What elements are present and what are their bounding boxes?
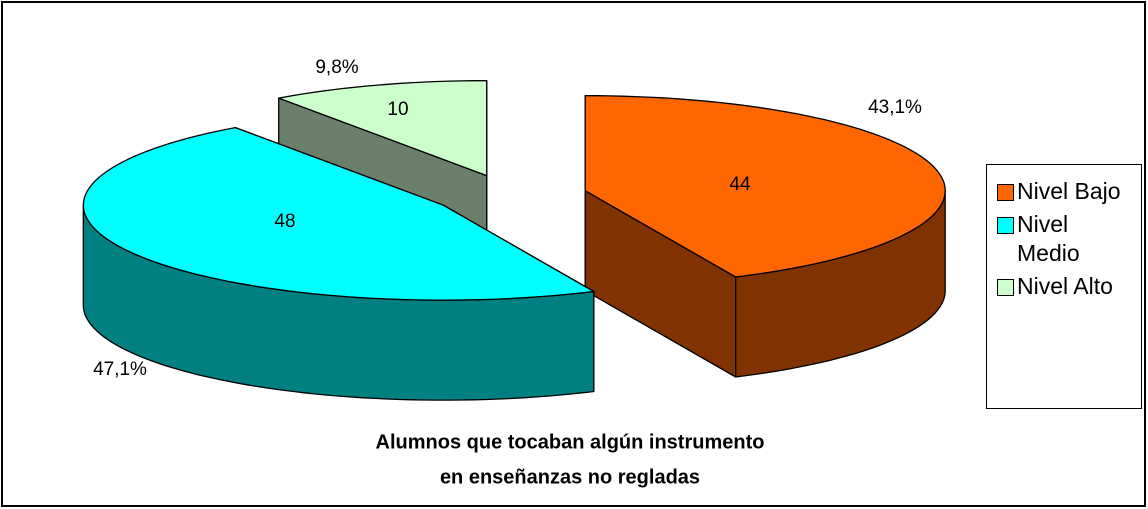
legend-label: Nivel Alto xyxy=(1017,273,1113,299)
percent-label: 43,1% xyxy=(868,97,922,118)
legend-item: Nivel Alto xyxy=(997,272,1141,301)
data-label: 48 xyxy=(274,211,295,232)
percent-label: 47,1% xyxy=(93,359,147,380)
pie xyxy=(82,79,946,401)
legend: Nivel Bajo Nivel Medio Nivel Alto xyxy=(986,164,1142,409)
slice-top xyxy=(82,126,595,301)
slice-top xyxy=(584,95,946,278)
chart-title: Alumnos que tocaban algún instrumento xyxy=(376,431,765,453)
slice-top xyxy=(278,79,488,177)
legend-label: Nivel Medio xyxy=(1017,211,1080,266)
legend-label: Nivel Bajo xyxy=(1017,178,1121,204)
legend-swatch xyxy=(997,279,1014,296)
legend-item: Nivel Medio xyxy=(997,210,1141,268)
chart-title: en enseñanzas no regladas xyxy=(440,466,700,488)
legend-swatch xyxy=(997,184,1014,201)
data-label: 10 xyxy=(387,99,408,120)
legend-item: Nivel Bajo xyxy=(997,177,1141,206)
legend-swatch xyxy=(997,217,1014,234)
percent-label: 9,8% xyxy=(315,57,358,78)
data-label: 44 xyxy=(729,174,751,195)
